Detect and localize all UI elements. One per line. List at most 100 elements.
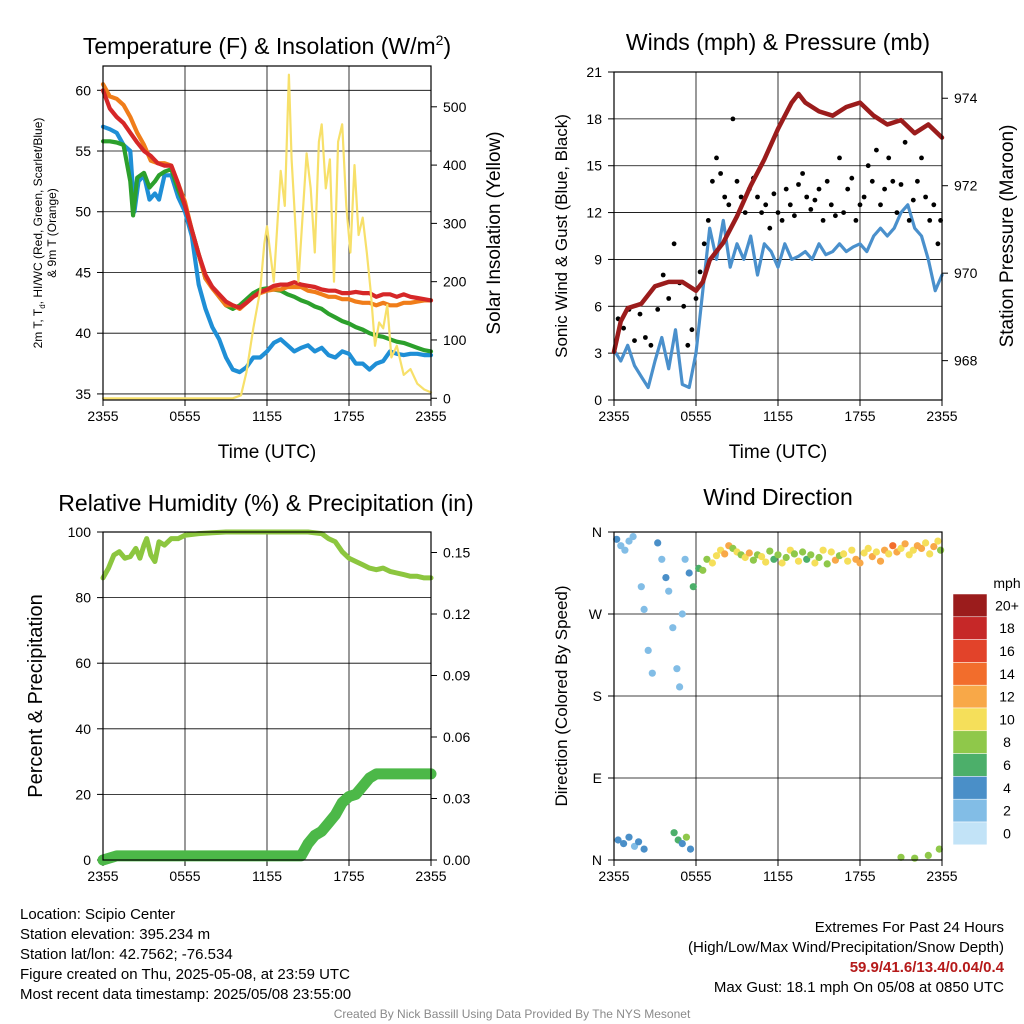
direction-point bbox=[644, 646, 652, 655]
direction-point bbox=[721, 550, 729, 558]
series-line-0 bbox=[100, 124, 434, 375]
gust-point bbox=[898, 182, 904, 187]
gust-point bbox=[841, 210, 846, 216]
direction-point bbox=[794, 557, 803, 565]
colorbar-swatch bbox=[952, 593, 988, 618]
y2-tick-label: 970 bbox=[954, 265, 978, 281]
colorbar-label: 20+ bbox=[995, 597, 1019, 613]
gust-point bbox=[783, 186, 789, 192]
pressure-line bbox=[611, 91, 945, 355]
extremes-values: 59.9/41.6/13.4/0.04/0.4 bbox=[849, 959, 1004, 976]
gust-point bbox=[828, 202, 834, 208]
direction-point bbox=[872, 548, 881, 556]
x-tick-label: 2355 bbox=[415, 408, 446, 424]
direction-point bbox=[917, 544, 926, 553]
direction-point bbox=[766, 547, 774, 555]
gust-point bbox=[714, 155, 719, 161]
gust-point bbox=[755, 194, 760, 200]
plot-frame bbox=[613, 71, 943, 401]
direction-point bbox=[614, 836, 622, 844]
direction-point bbox=[934, 537, 942, 545]
direction-point bbox=[811, 559, 819, 567]
gust-point bbox=[849, 175, 855, 181]
gust-point bbox=[915, 178, 920, 184]
colorbar-label: 8 bbox=[1003, 734, 1011, 750]
gust-point bbox=[882, 186, 887, 192]
series-line-4 bbox=[101, 73, 433, 400]
gust-point bbox=[820, 218, 826, 223]
colorbar-swatch bbox=[952, 798, 988, 823]
direction-point bbox=[620, 840, 628, 848]
direction-point bbox=[758, 553, 766, 561]
y2-tick-label: 0.09 bbox=[443, 668, 470, 684]
y-tick-label: 20 bbox=[75, 786, 91, 802]
direction-point bbox=[926, 550, 934, 558]
gust-point bbox=[837, 155, 842, 161]
y2-axis-label: Station Pressure (Maroon) bbox=[997, 125, 1018, 348]
colorbar-label: 12 bbox=[999, 689, 1015, 705]
sonic-wind-line bbox=[612, 203, 944, 390]
gust-point bbox=[910, 197, 916, 203]
direction-point bbox=[935, 845, 943, 853]
direction-point bbox=[807, 551, 815, 559]
gust-point bbox=[787, 202, 793, 208]
gust-point bbox=[804, 194, 810, 200]
gust-point bbox=[710, 178, 715, 184]
gust-point bbox=[890, 178, 896, 184]
colorbar-swatch bbox=[952, 707, 988, 732]
gust-point bbox=[655, 307, 661, 312]
y-tick-label: 40 bbox=[75, 325, 91, 341]
direction-point bbox=[676, 683, 684, 691]
direction-point bbox=[670, 829, 678, 837]
gust-point bbox=[759, 210, 764, 216]
colorbar-label: 2 bbox=[1003, 803, 1011, 819]
gust-point bbox=[800, 171, 805, 176]
y-axis-label: Percent & Precipitation bbox=[25, 594, 47, 797]
gust-point bbox=[730, 116, 736, 122]
y2-tick-label: 0.00 bbox=[443, 852, 470, 868]
y-tick-label: 0 bbox=[594, 392, 602, 408]
x-tick-label: 2355 bbox=[87, 868, 118, 884]
y-axis-label: 2m T, Td, HI/WC (Red, Green, Scarlet/Blu… bbox=[31, 118, 47, 349]
colorbar-label: 14 bbox=[999, 666, 1015, 682]
direction-point bbox=[637, 583, 645, 591]
gust-point bbox=[919, 155, 924, 161]
direction-point bbox=[778, 559, 786, 567]
gust-point bbox=[931, 202, 937, 208]
colorbar-swatch bbox=[952, 821, 988, 846]
direction-point bbox=[848, 546, 856, 554]
gust-point bbox=[779, 218, 785, 223]
colorbar-label: 18 bbox=[999, 620, 1015, 636]
ylabel-subscript: d bbox=[38, 304, 47, 308]
plot-frame bbox=[102, 531, 432, 861]
x-axis-label: Time (UTC) bbox=[218, 442, 317, 463]
x-tick-label: 2355 bbox=[415, 868, 446, 884]
y-axis-label: Sonic Wind & Gust (Blue, Black) bbox=[552, 114, 571, 358]
winds-panel: 2355 0555 1155 1755 235503691215182196897097… bbox=[552, 29, 1018, 463]
direction-point bbox=[897, 544, 905, 553]
direction-point bbox=[860, 549, 868, 557]
colorbar-swatch bbox=[952, 616, 988, 640]
gust-point bbox=[697, 269, 703, 275]
gust-point bbox=[833, 213, 838, 219]
gust-point bbox=[726, 202, 732, 208]
direction-point bbox=[703, 555, 711, 563]
gust-point bbox=[767, 225, 773, 231]
direction-point bbox=[648, 669, 656, 677]
y2-tick-label: 500 bbox=[443, 99, 467, 115]
direction-point bbox=[819, 546, 827, 554]
ylabel-part: , HI/WC (Red, Green, Scarlet/Blue) bbox=[31, 118, 45, 305]
direction-point bbox=[686, 845, 695, 853]
gust-point bbox=[906, 218, 912, 223]
y2-tick-label: 0.06 bbox=[443, 729, 470, 745]
colorbar-label: 16 bbox=[999, 643, 1015, 659]
x-tick-label: 1155 bbox=[763, 868, 793, 884]
direction-point bbox=[662, 574, 670, 582]
colorbar-swatch bbox=[952, 776, 988, 800]
x-axis-label: Time (UTC) bbox=[729, 442, 828, 463]
precip-line bbox=[97, 768, 437, 866]
chart-title: Relative Humidity (%) & Precipitation (i… bbox=[58, 490, 473, 516]
direction-point bbox=[889, 542, 897, 550]
x-tick-label: 1155 bbox=[252, 408, 282, 424]
direction-point bbox=[774, 551, 782, 559]
